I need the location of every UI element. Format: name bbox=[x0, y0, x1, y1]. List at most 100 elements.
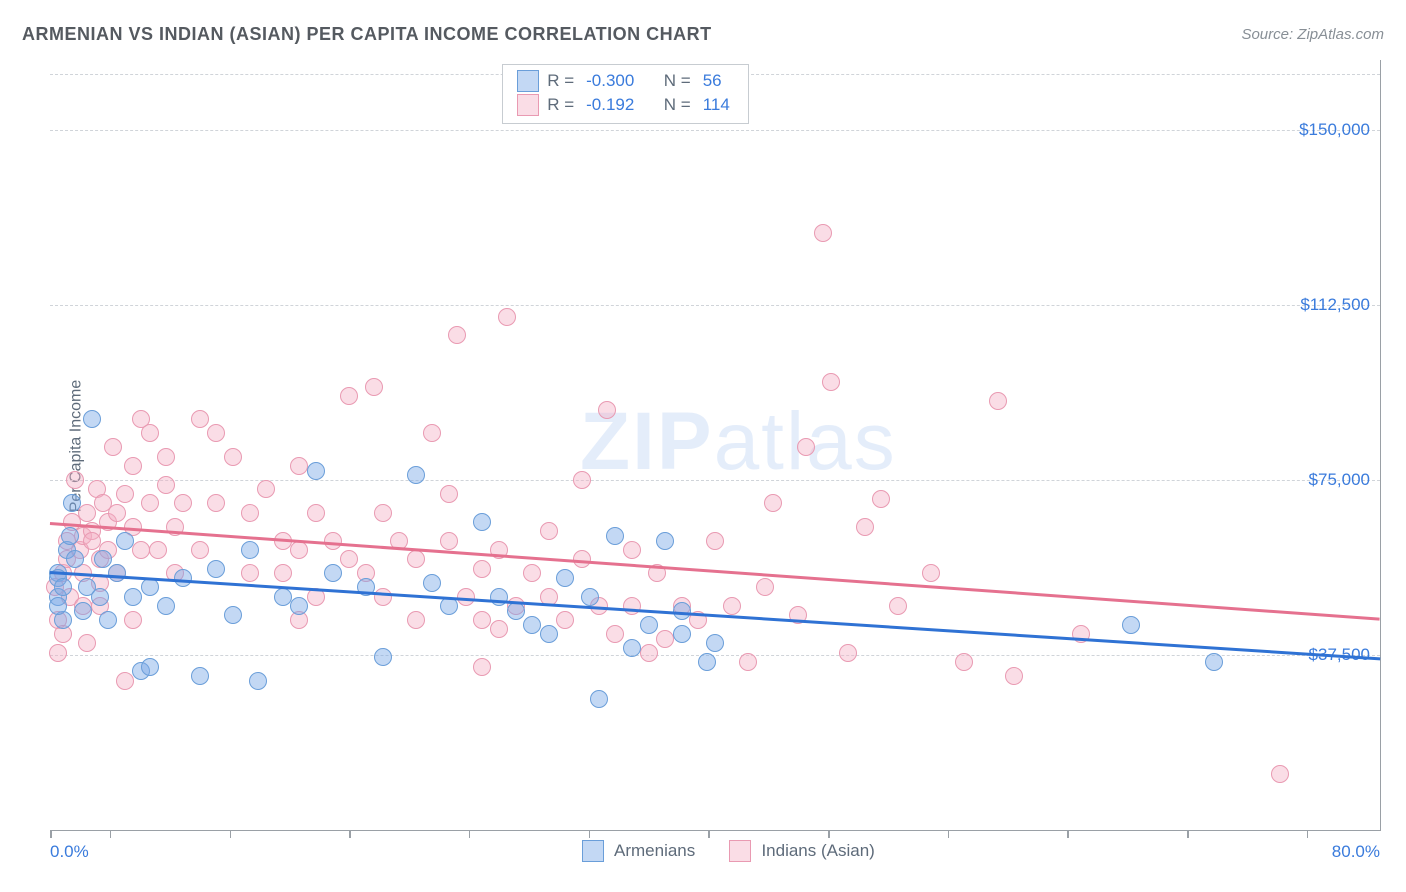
point-armenians bbox=[307, 462, 325, 480]
point-indians bbox=[157, 448, 175, 466]
point-indians bbox=[78, 504, 96, 522]
point-indians bbox=[922, 564, 940, 582]
point-indians bbox=[872, 490, 890, 508]
x-tick bbox=[1307, 830, 1309, 838]
point-armenians bbox=[523, 616, 541, 634]
point-armenians bbox=[324, 564, 342, 582]
point-armenians bbox=[91, 588, 109, 606]
point-indians bbox=[290, 541, 308, 559]
point-armenians bbox=[61, 527, 79, 545]
point-armenians bbox=[108, 564, 126, 582]
point-indians bbox=[324, 532, 342, 550]
point-indians bbox=[49, 644, 67, 662]
x-tick bbox=[589, 830, 591, 838]
stats-legend: R =-0.300 N =56R =-0.192 N =114 bbox=[502, 64, 749, 124]
point-indians bbox=[889, 597, 907, 615]
point-armenians bbox=[241, 541, 259, 559]
point-indians bbox=[797, 438, 815, 456]
point-armenians bbox=[507, 602, 525, 620]
point-armenians bbox=[656, 532, 674, 550]
point-indians bbox=[739, 653, 757, 671]
y-tick-label: $75,000 bbox=[1309, 470, 1370, 490]
x-max-label: 80.0% bbox=[1332, 842, 1380, 862]
point-armenians bbox=[581, 588, 599, 606]
gridline bbox=[50, 480, 1380, 481]
point-indians bbox=[606, 625, 624, 643]
point-indians bbox=[598, 401, 616, 419]
point-indians bbox=[523, 564, 541, 582]
point-indians bbox=[407, 611, 425, 629]
point-armenians bbox=[116, 532, 134, 550]
point-indians bbox=[764, 494, 782, 512]
point-armenians bbox=[174, 569, 192, 587]
point-indians bbox=[989, 392, 1007, 410]
point-indians bbox=[174, 494, 192, 512]
point-armenians bbox=[698, 653, 716, 671]
point-armenians bbox=[49, 597, 67, 615]
point-armenians bbox=[290, 597, 308, 615]
point-indians bbox=[141, 424, 159, 442]
x-min-label: 0.0% bbox=[50, 842, 89, 862]
point-armenians bbox=[540, 625, 558, 643]
legend-swatch bbox=[582, 840, 604, 862]
point-indians bbox=[207, 494, 225, 512]
point-armenians bbox=[556, 569, 574, 587]
point-indians bbox=[640, 644, 658, 662]
point-indians bbox=[723, 597, 741, 615]
point-armenians bbox=[83, 410, 101, 428]
source-label: Source: ZipAtlas.com bbox=[1241, 26, 1384, 43]
point-armenians bbox=[63, 494, 81, 512]
x-tick bbox=[948, 830, 950, 838]
point-indians bbox=[440, 532, 458, 550]
x-tick bbox=[349, 830, 351, 838]
legend-swatch bbox=[517, 70, 539, 92]
point-indians bbox=[124, 611, 142, 629]
point-indians bbox=[407, 550, 425, 568]
stats-legend-row: R =-0.300 N =56 bbox=[517, 69, 734, 93]
point-indians bbox=[274, 564, 292, 582]
point-indians bbox=[132, 541, 150, 559]
point-armenians bbox=[54, 578, 72, 596]
gridline bbox=[50, 305, 1380, 306]
point-indians bbox=[498, 308, 516, 326]
point-indians bbox=[573, 471, 591, 489]
point-indians bbox=[473, 658, 491, 676]
point-armenians bbox=[274, 588, 292, 606]
point-armenians bbox=[606, 527, 624, 545]
point-indians bbox=[78, 634, 96, 652]
point-indians bbox=[1271, 765, 1289, 783]
point-armenians bbox=[124, 588, 142, 606]
x-tick bbox=[50, 830, 52, 838]
point-indians bbox=[224, 448, 242, 466]
series-legend: Armenians Indians (Asian) bbox=[582, 840, 899, 862]
point-indians bbox=[473, 611, 491, 629]
point-indians bbox=[556, 611, 574, 629]
point-indians bbox=[756, 578, 774, 596]
point-indians bbox=[656, 630, 674, 648]
point-indians bbox=[116, 672, 134, 690]
y-tick-label: $150,000 bbox=[1299, 120, 1370, 140]
point-indians bbox=[191, 410, 209, 428]
point-indians bbox=[141, 494, 159, 512]
point-armenians bbox=[473, 513, 491, 531]
x-tick bbox=[230, 830, 232, 838]
point-armenians bbox=[141, 578, 159, 596]
point-indians bbox=[814, 224, 832, 242]
point-armenians bbox=[249, 672, 267, 690]
point-indians bbox=[623, 597, 641, 615]
point-armenians bbox=[99, 611, 117, 629]
point-armenians bbox=[1122, 616, 1140, 634]
point-indians bbox=[623, 541, 641, 559]
point-armenians bbox=[157, 597, 175, 615]
point-indians bbox=[374, 588, 392, 606]
point-indians bbox=[257, 480, 275, 498]
point-indians bbox=[839, 644, 857, 662]
x-tick bbox=[1187, 830, 1189, 838]
point-armenians bbox=[74, 602, 92, 620]
plot-area: ZIPatlas $37,500$75,000$112,500$150,0000… bbox=[50, 60, 1381, 831]
point-armenians bbox=[141, 658, 159, 676]
point-indians bbox=[157, 476, 175, 494]
point-indians bbox=[108, 504, 126, 522]
point-indians bbox=[822, 373, 840, 391]
point-indians bbox=[955, 653, 973, 671]
